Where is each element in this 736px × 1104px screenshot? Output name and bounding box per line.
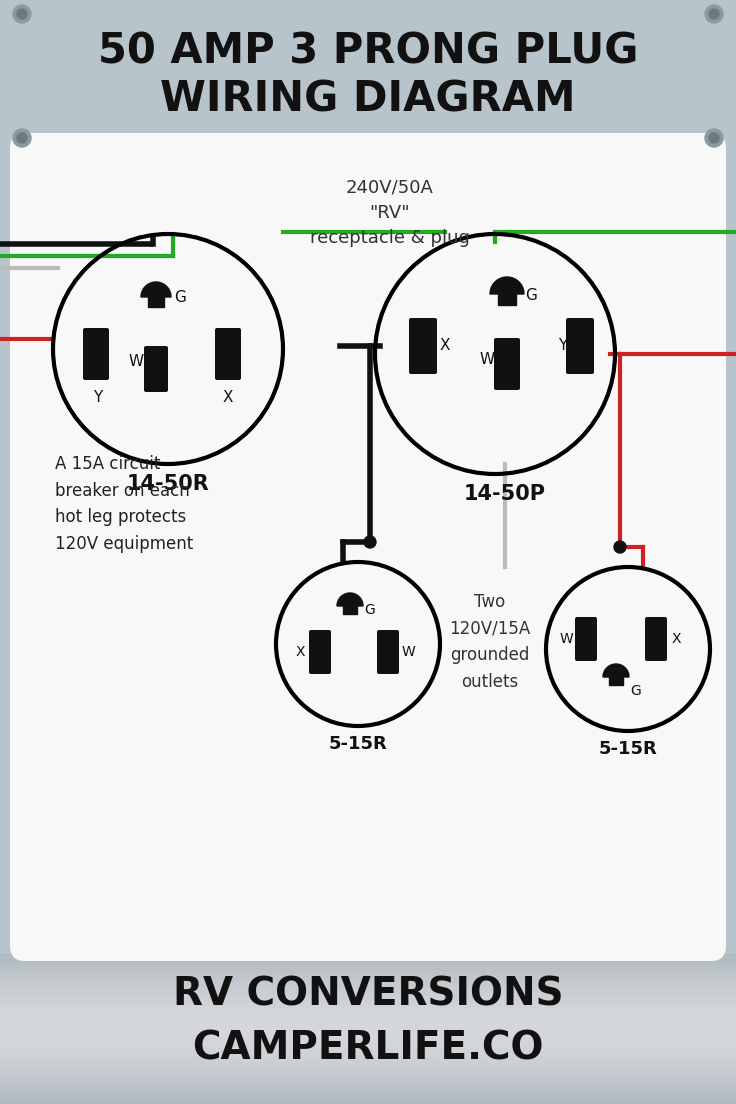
- FancyBboxPatch shape: [494, 338, 520, 390]
- Text: X: X: [439, 339, 450, 353]
- Text: 14-50P: 14-50P: [464, 484, 546, 505]
- FancyBboxPatch shape: [144, 346, 168, 392]
- Text: G: G: [174, 289, 186, 305]
- Text: W: W: [559, 631, 573, 646]
- Circle shape: [614, 541, 626, 553]
- Text: CAMPERLIFE.CO: CAMPERLIFE.CO: [192, 1030, 544, 1068]
- Polygon shape: [490, 277, 524, 294]
- FancyBboxPatch shape: [409, 318, 437, 374]
- Text: RV CONVERSIONS: RV CONVERSIONS: [173, 975, 563, 1013]
- Polygon shape: [148, 297, 164, 307]
- Circle shape: [709, 9, 719, 19]
- Text: W: W: [129, 353, 144, 369]
- FancyBboxPatch shape: [377, 630, 399, 675]
- Text: W: W: [479, 351, 495, 367]
- Polygon shape: [498, 294, 517, 305]
- Circle shape: [709, 132, 719, 144]
- Text: Two
120V/15A
grounded
outlets: Two 120V/15A grounded outlets: [450, 594, 531, 691]
- Polygon shape: [603, 664, 629, 677]
- Text: X: X: [671, 631, 681, 646]
- Circle shape: [17, 132, 27, 144]
- FancyBboxPatch shape: [645, 617, 667, 661]
- Circle shape: [364, 537, 376, 548]
- Text: X: X: [223, 390, 233, 404]
- Polygon shape: [337, 593, 363, 606]
- Text: G: G: [364, 603, 375, 617]
- FancyBboxPatch shape: [0, 0, 736, 144]
- Circle shape: [17, 9, 27, 19]
- Polygon shape: [609, 677, 623, 686]
- FancyBboxPatch shape: [83, 328, 109, 380]
- Circle shape: [705, 129, 723, 147]
- FancyBboxPatch shape: [215, 328, 241, 380]
- Text: W: W: [401, 645, 415, 659]
- Circle shape: [13, 6, 31, 23]
- Text: X: X: [295, 645, 305, 659]
- Text: G: G: [525, 288, 537, 304]
- Text: 14-50R: 14-50R: [127, 474, 209, 493]
- Text: A 15A circuit
breaker on each
hot leg protects
120V equipment: A 15A circuit breaker on each hot leg pr…: [55, 455, 194, 553]
- Text: G: G: [631, 684, 641, 698]
- Text: 5-15R: 5-15R: [329, 735, 387, 753]
- FancyBboxPatch shape: [566, 318, 594, 374]
- FancyBboxPatch shape: [575, 617, 597, 661]
- Text: WIRING DIAGRAM: WIRING DIAGRAM: [160, 78, 576, 120]
- Text: Y: Y: [93, 390, 102, 404]
- Text: 5-15R: 5-15R: [598, 740, 657, 758]
- Circle shape: [705, 6, 723, 23]
- Polygon shape: [141, 282, 171, 297]
- Text: Y: Y: [559, 339, 567, 353]
- Text: 240V/50A
"RV"
receptacle & plug: 240V/50A "RV" receptacle & plug: [310, 179, 470, 247]
- Text: 50 AMP 3 PRONG PLUG: 50 AMP 3 PRONG PLUG: [98, 30, 638, 72]
- FancyBboxPatch shape: [309, 630, 331, 675]
- Circle shape: [13, 129, 31, 147]
- Polygon shape: [343, 606, 357, 615]
- FancyBboxPatch shape: [10, 132, 726, 960]
